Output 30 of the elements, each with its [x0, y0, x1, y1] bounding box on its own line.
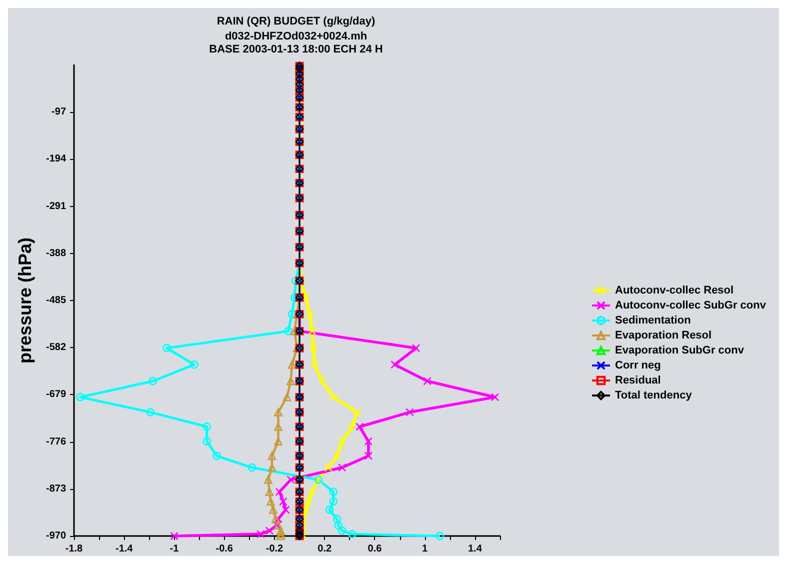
x-tick-label: -0.6	[216, 544, 234, 554]
y-tick-label: -679	[46, 389, 66, 400]
y-tick-label: -485	[46, 295, 66, 306]
x-tick-label: 1	[422, 544, 428, 554]
y-tick-label: -582	[46, 342, 66, 354]
y-tick-label: -970	[46, 530, 66, 542]
legend-label: Corr neg	[615, 360, 661, 372]
legend-label: Residual	[615, 374, 661, 386]
x-tick-label: 0.6	[368, 544, 382, 554]
legend-label: Autoconv-collec Resol	[615, 284, 734, 296]
legend-label: Evaporation Resol	[615, 330, 712, 342]
y-tick-label: -194	[46, 154, 66, 165]
legend-label: Sedimentation	[615, 314, 692, 326]
x-tick-label: -1.4	[116, 544, 134, 554]
y-axis-title: pressure (hPa)	[15, 237, 35, 364]
x-tick-label: 1.4	[468, 544, 482, 554]
y-tick-label: -291	[46, 200, 66, 212]
y-tick-label: -388	[46, 248, 66, 259]
legend-label: Autoconv-collec SubGr conv	[615, 300, 767, 312]
x-tick-label: -0.2	[266, 544, 284, 554]
y-tick-label: -97	[52, 106, 66, 118]
x-tick-label: -1.8	[65, 544, 84, 554]
x-tick-label: 0.2	[318, 544, 332, 554]
legend-label: Total tendency	[615, 390, 693, 402]
y-tick-label: -873	[46, 483, 66, 494]
y-tick-label: -776	[46, 436, 66, 448]
chart-title: RAIN (QR) BUDGET (g/kg/day)	[216, 16, 376, 28]
x-tick-label: -1	[170, 544, 180, 554]
legend-label: Evaporation SubGr conv	[615, 344, 745, 356]
chart-subtitle: d032-DHFZOd032+0024.mh BASE 2003-01-13 18:00 ECH 24 H	[209, 30, 383, 56]
